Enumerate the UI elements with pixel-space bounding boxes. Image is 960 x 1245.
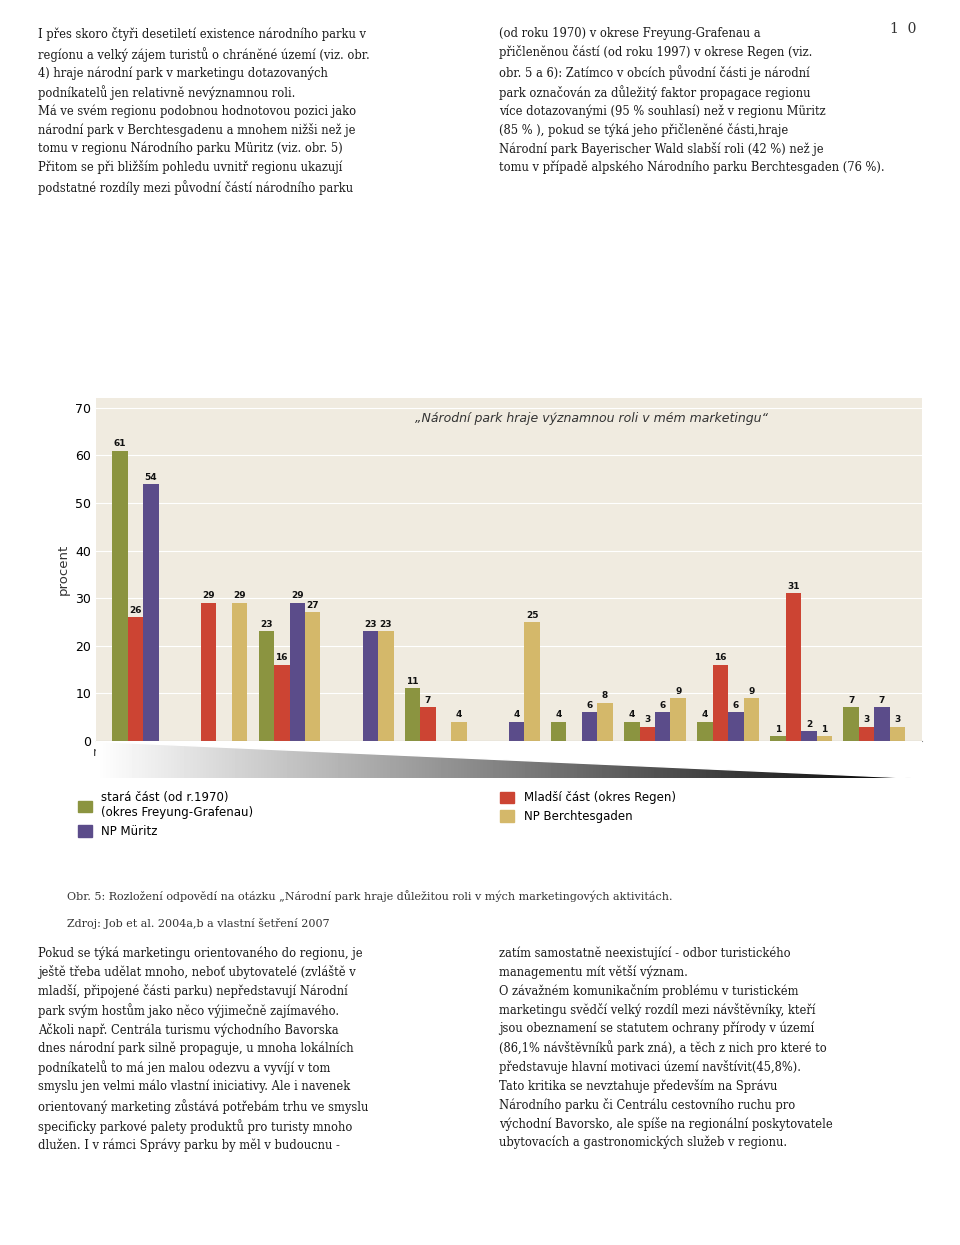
Text: 7: 7 [424,696,431,705]
Text: 23: 23 [379,620,392,629]
Bar [875,707,890,741]
Text: Pokud se týká marketingu orientovaného do regionu, je
ještě třeba udělat mnoho, : Pokud se týká marketingu orientovaného d… [38,946,369,1152]
Bar [274,665,290,741]
Text: 7: 7 [878,696,885,705]
Bar [744,698,759,741]
Bar [363,631,378,741]
Bar [551,722,566,741]
Text: 16: 16 [276,654,288,662]
Bar [697,722,712,741]
Bar [890,727,905,741]
Bar [405,688,420,741]
Bar [258,631,274,741]
Bar [817,736,832,741]
Text: 9: 9 [748,686,755,696]
Bar [305,613,321,741]
Text: 3: 3 [863,715,870,725]
Y-axis label: procent: procent [57,544,69,595]
Bar [843,707,859,741]
Text: zatím samostatně neexistující - odbor turistického
managementu mít větší význam.: zatím samostatně neexistující - odbor tu… [499,946,833,1149]
Bar [451,722,467,741]
Text: 7: 7 [848,696,854,705]
Bar [639,727,655,741]
Text: 4: 4 [514,711,519,720]
Bar [624,722,639,741]
Text: 8: 8 [602,691,609,701]
Bar [290,603,305,741]
Bar [509,722,524,741]
Bar [582,712,597,741]
Text: (od roku 1970) v okrese Freyung-Grafenau a
přičleněnou částí (od roku 1997) v ok: (od roku 1970) v okrese Freyung-Grafenau… [499,27,885,174]
Text: 23: 23 [260,620,273,629]
Bar [128,618,143,741]
Text: 27: 27 [306,601,319,610]
Bar [201,603,216,741]
Text: 26: 26 [130,606,142,615]
Text: 29: 29 [291,591,303,600]
Text: 4: 4 [456,711,462,720]
Text: 31: 31 [787,581,800,591]
Text: 1: 1 [775,725,781,733]
Bar [712,665,728,741]
Polygon shape [96,741,922,778]
Text: 11: 11 [406,677,419,686]
Text: „Národní park hraje významnou roli v mém marketingu“: „Národní park hraje významnou roli v mém… [415,412,768,425]
Text: 4: 4 [629,711,635,720]
Text: 6: 6 [587,701,592,710]
Text: 29: 29 [203,591,215,600]
Text: 23: 23 [364,620,376,629]
Text: Obr. 5: Rozložení odpovědí na otázku „Národní park hraje důležitou roli v mých m: Obr. 5: Rozložení odpovědí na otázku „Ná… [67,890,673,903]
Bar [802,731,817,741]
Text: 1: 1 [822,725,828,733]
Bar [770,736,785,741]
Bar [728,712,744,741]
Text: 4: 4 [702,711,708,720]
Bar [524,622,540,741]
Text: 3: 3 [644,715,650,725]
Text: 2: 2 [805,720,812,728]
Bar [378,631,394,741]
Bar [859,727,875,741]
Bar [420,707,436,741]
Text: 6: 6 [660,701,666,710]
Text: Zdroj: Job et al. 2004a,b a vlastní šetření 2007: Zdroj: Job et al. 2004a,b a vlastní šetř… [67,918,330,929]
Bar [785,594,802,741]
Legend: Mladší část (okres Regen), NP Berchtesgaden: Mladší část (okres Regen), NP Berchtesga… [495,787,681,828]
Text: 3: 3 [895,715,900,725]
Text: 29: 29 [233,591,246,600]
Bar [597,702,612,741]
Text: 16: 16 [714,654,727,662]
Text: 4: 4 [556,711,562,720]
Bar [232,603,248,741]
Text: 54: 54 [145,473,157,482]
Text: 9: 9 [675,686,682,696]
Text: 1  0: 1 0 [891,22,917,36]
Text: 25: 25 [526,610,539,620]
Bar [143,484,158,741]
Bar [670,698,686,741]
Text: 6: 6 [732,701,739,710]
Bar [655,712,670,741]
Text: 61: 61 [114,439,127,448]
Bar [112,451,128,741]
Text: I přes skoro čtyři desetiletí existence národního parku v
regíonu a velký zájem : I přes skoro čtyři desetiletí existence … [38,27,371,194]
